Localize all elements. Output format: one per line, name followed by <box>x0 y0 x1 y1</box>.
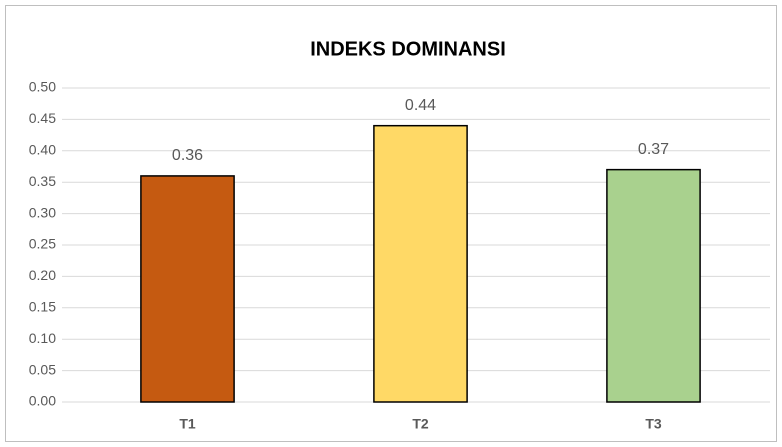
bar <box>140 175 235 403</box>
y-tick-label: 0.40 <box>29 142 56 158</box>
y-tick-label: 0.30 <box>29 204 56 220</box>
y-tick-label: 0.20 <box>29 267 56 283</box>
y-tick-label: 0.50 <box>29 79 56 95</box>
y-tick-label: 0.00 <box>29 393 56 409</box>
y-tick-label: 0.45 <box>29 110 56 126</box>
data-label: 0.37 <box>638 141 669 158</box>
y-tick-label: 0.15 <box>29 299 56 315</box>
data-label: 0.36 <box>172 147 203 164</box>
y-tick-label: 0.10 <box>29 330 56 346</box>
data-label: 0.44 <box>405 97 436 114</box>
chart-title: INDEKS DOMINANSI <box>310 38 506 60</box>
bar <box>373 124 468 403</box>
y-tick-label: 0.25 <box>29 236 56 252</box>
y-tick-label: 0.35 <box>29 173 56 189</box>
x-tick-label: T3 <box>645 416 662 432</box>
bar <box>606 168 701 403</box>
x-tick-label: T1 <box>179 416 196 432</box>
y-tick-label: 0.05 <box>29 361 56 377</box>
x-tick-label: T2 <box>412 416 429 432</box>
